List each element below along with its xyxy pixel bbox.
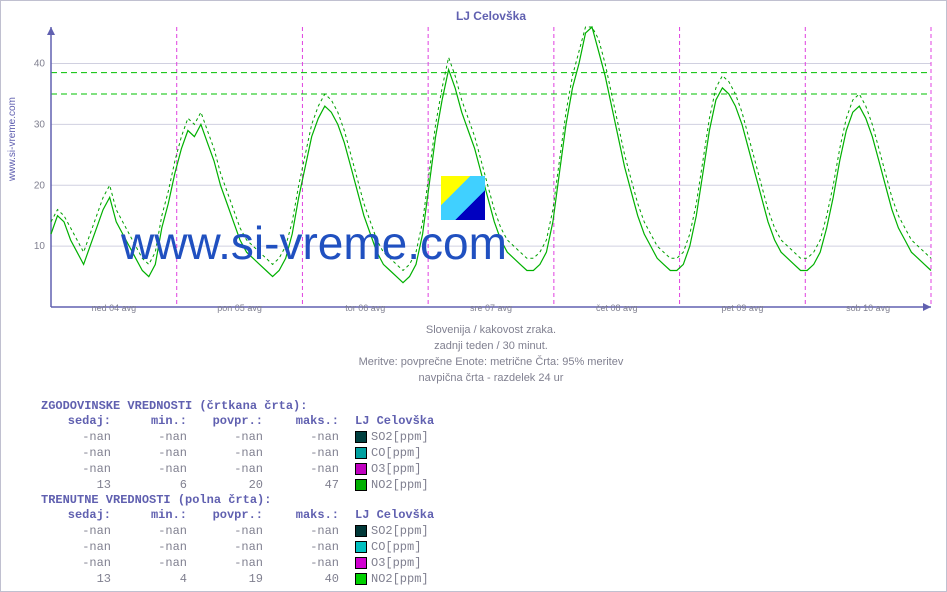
table-header-cell: povpr.: xyxy=(193,413,269,429)
table-row: 1362047NO2[ppm] xyxy=(41,477,434,493)
x-tick-label: sob 10 avg xyxy=(846,303,890,313)
table-cell: -nan xyxy=(193,555,269,571)
table-cell: -nan xyxy=(269,461,345,477)
table-cell: -nan xyxy=(117,429,193,445)
historical-table: sedaj:min.:povpr.:maks.:LJ Celovška-nan-… xyxy=(41,413,434,493)
table-cell: -nan xyxy=(117,555,193,571)
table-cell: -nan xyxy=(117,461,193,477)
table-station-header: LJ Celovška xyxy=(345,507,434,523)
table-label-cell: SO2[ppm] xyxy=(345,429,434,445)
table-cell: 19 xyxy=(193,571,269,587)
table-header-cell: povpr.: xyxy=(193,507,269,523)
table-cell: -nan xyxy=(193,523,269,539)
x-tick-label: sre 07 avg xyxy=(470,303,512,313)
x-tick-label: pet 09 avg xyxy=(721,303,763,313)
table-cell: 47 xyxy=(269,477,345,493)
table-cell: -nan xyxy=(269,429,345,445)
table-label-cell: O3[ppm] xyxy=(345,461,434,477)
table-row: 1341940NO2[ppm] xyxy=(41,571,434,587)
table-cell: -nan xyxy=(193,461,269,477)
table-label-cell: NO2[ppm] xyxy=(345,571,434,587)
table-cell: -nan xyxy=(117,539,193,555)
caption-line-4: navpična črta - razdelek 24 ur xyxy=(51,371,931,387)
table-cell: -nan xyxy=(41,523,117,539)
color-swatch xyxy=(355,447,367,459)
table-cell: -nan xyxy=(269,539,345,555)
table-header-cell: sedaj: xyxy=(41,413,117,429)
table-row: -nan-nan-nan-nanO3[ppm] xyxy=(41,461,434,477)
color-swatch xyxy=(355,573,367,585)
table-header-cell: sedaj: xyxy=(41,507,117,523)
table-label-cell: CO[ppm] xyxy=(345,539,434,555)
stats-tables: ZGODOVINSKE VREDNOSTI (črtkana črta): se… xyxy=(41,399,434,587)
caption-line-1: Slovenija / kakovost zraka. xyxy=(51,323,931,339)
table-cell: 4 xyxy=(117,571,193,587)
x-tick-label: pon 05 avg xyxy=(217,303,262,313)
svg-text:20: 20 xyxy=(34,180,46,191)
color-swatch xyxy=(355,463,367,475)
plot-svg: 10203040 xyxy=(51,27,931,307)
table-row: -nan-nan-nan-nanO3[ppm] xyxy=(41,555,434,571)
x-tick-label: ned 04 avg xyxy=(92,303,137,313)
table-label-cell: O3[ppm] xyxy=(345,555,434,571)
site-vertical-label: www.si-vreme.com xyxy=(7,97,18,181)
table-row: -nan-nan-nan-nanSO2[ppm] xyxy=(41,429,434,445)
table-cell: -nan xyxy=(41,555,117,571)
caption-line-2: zadnji teden / 30 minut. xyxy=(51,339,931,355)
table-row: -nan-nan-nan-nanSO2[ppm] xyxy=(41,523,434,539)
table-label-cell: CO[ppm] xyxy=(345,445,434,461)
table-cell: -nan xyxy=(117,523,193,539)
color-swatch xyxy=(355,525,367,537)
table-cell: -nan xyxy=(41,429,117,445)
current-title: TRENUTNE VREDNOSTI (polna črta): xyxy=(41,493,434,507)
svg-text:30: 30 xyxy=(34,119,46,130)
table-cell: 20 xyxy=(193,477,269,493)
current-table: sedaj:min.:povpr.:maks.:LJ Celovška-nan-… xyxy=(41,507,434,587)
table-header-cell: min.: xyxy=(117,507,193,523)
table-row: -nan-nan-nan-nanCO[ppm] xyxy=(41,445,434,461)
color-swatch xyxy=(355,541,367,553)
table-header-cell: maks.: xyxy=(269,507,345,523)
x-tick-label: čet 08 avg xyxy=(596,303,638,313)
table-cell: -nan xyxy=(41,461,117,477)
table-cell: 13 xyxy=(41,571,117,587)
historical-title: ZGODOVINSKE VREDNOSTI (črtkana črta): xyxy=(41,399,434,413)
table-cell: 13 xyxy=(41,477,117,493)
table-cell: -nan xyxy=(269,445,345,461)
table-cell: -nan xyxy=(269,523,345,539)
table-station-header: LJ Celovška xyxy=(345,413,434,429)
color-swatch xyxy=(355,431,367,443)
color-swatch xyxy=(355,557,367,569)
caption: Slovenija / kakovost zraka. zadnji teden… xyxy=(51,323,931,387)
table-cell: -nan xyxy=(41,539,117,555)
table-header-cell: min.: xyxy=(117,413,193,429)
table-row: -nan-nan-nan-nanCO[ppm] xyxy=(41,539,434,555)
table-label-cell: SO2[ppm] xyxy=(345,523,434,539)
table-cell: -nan xyxy=(117,445,193,461)
table-cell: 6 xyxy=(117,477,193,493)
table-cell: -nan xyxy=(193,539,269,555)
chart-title: LJ Celovška xyxy=(51,9,931,23)
table-label-cell: NO2[ppm] xyxy=(345,477,434,493)
table-cell: 40 xyxy=(269,571,345,587)
table-cell: -nan xyxy=(269,555,345,571)
svg-text:10: 10 xyxy=(34,241,46,252)
chart-container: www.si-vreme.com LJ Celovška 10203040 ne… xyxy=(0,0,947,592)
table-cell: -nan xyxy=(193,445,269,461)
caption-line-3: Meritve: povprečne Enote: metrične Črta:… xyxy=(51,355,931,371)
x-tick-label: tor 06 avg xyxy=(345,303,385,313)
color-swatch xyxy=(355,479,367,491)
svg-text:40: 40 xyxy=(34,59,46,70)
table-header-cell: maks.: xyxy=(269,413,345,429)
chart-area: LJ Celovška 10203040 xyxy=(51,9,931,309)
table-cell: -nan xyxy=(193,429,269,445)
table-cell: -nan xyxy=(41,445,117,461)
